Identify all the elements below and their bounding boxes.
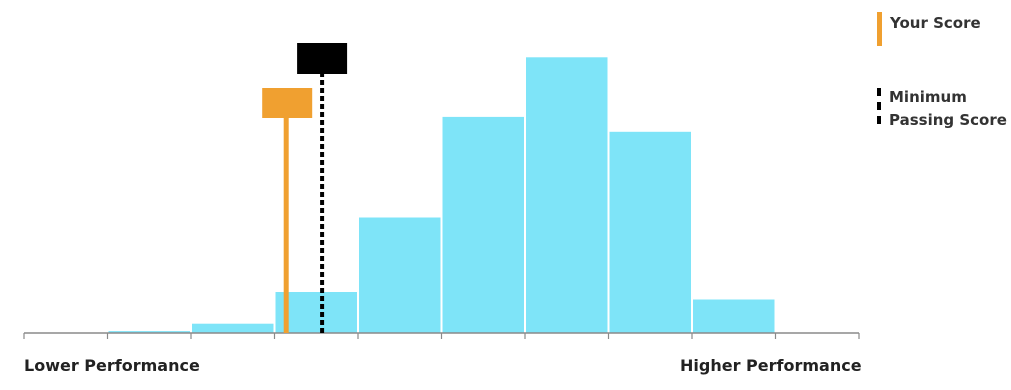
minimum-passing-score-flag [297, 43, 348, 74]
histogram-bars [108, 57, 775, 334]
histogram-bar [275, 292, 357, 333]
legend-your-score-swatch [877, 12, 882, 46]
histogram-bar [442, 116, 524, 334]
x-axis-right-label: Higher Performance [680, 356, 862, 375]
legend-your-score-label: Your Score [890, 14, 981, 32]
legend-minimum-passing-score: Minimum Passing Score [877, 86, 1007, 132]
legend-your-score: Your Score [877, 12, 981, 46]
histogram-bar [359, 217, 441, 333]
histogram-bar [526, 57, 608, 334]
histogram-bar [192, 323, 274, 333]
histogram-bar [609, 131, 691, 333]
x-axis [23, 332, 860, 339]
histogram-bar [693, 299, 775, 333]
score-markers [262, 43, 348, 333]
histogram-bar [108, 331, 190, 333]
legend-minimum-passing-score-swatch [877, 88, 881, 124]
your-score-line [283, 113, 289, 333]
x-axis-left-label: Lower Performance [24, 356, 200, 375]
legend-minimum-passing-score-label: Minimum Passing Score [889, 88, 1007, 129]
your-score-flag [262, 88, 313, 118]
